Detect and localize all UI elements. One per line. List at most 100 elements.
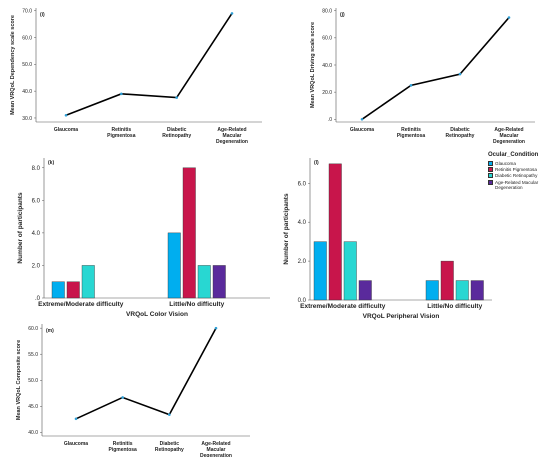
data-point [120, 92, 123, 96]
data-point [458, 72, 462, 76]
legend-swatch-amd [488, 179, 493, 185]
y-tick-label: 80.0 [322, 9, 332, 15]
y-tick-label: 40.0 [28, 430, 38, 436]
panel-label: (k) [48, 160, 54, 166]
x-tick-label: Diabetic [167, 127, 187, 133]
legend-swatch-diabetic-retinopathy [488, 173, 493, 179]
bar [455, 280, 469, 301]
y-axis-label: Number of participants [17, 192, 24, 264]
data-point [168, 413, 171, 416]
x-tick-label: Glaucoma [64, 441, 88, 447]
panel-label: (i) [40, 12, 45, 18]
x-tick-label: Pigmentosa [107, 133, 136, 139]
bar [51, 281, 65, 299]
data-point [214, 326, 218, 330]
x-tick-label: Macular [500, 133, 519, 139]
y-tick-label: 40.0 [322, 63, 332, 69]
series-line [65, 12, 233, 117]
y-tick-label: 0.0 [298, 298, 307, 304]
y-tick-label: 70.0 [22, 8, 32, 14]
y-tick-label: 8.0 [32, 166, 41, 172]
x-tick-label: Extreme/Moderate difficulty [38, 301, 124, 308]
y-tick-label: 20.0 [322, 90, 332, 96]
x-tick-label: Age-Related [494, 127, 523, 133]
series-line [75, 327, 217, 420]
panel-label: (j) [340, 12, 345, 18]
y-tick-label: 50.0 [28, 378, 38, 384]
data-point [74, 417, 78, 421]
x-axis-label: VRQoL Peripheral Vision [363, 313, 440, 320]
y-tick-label: 4.0 [298, 220, 307, 226]
x-tick-label: Retinopathy [162, 133, 191, 139]
bar [182, 167, 196, 299]
y-tick-label: 60.0 [322, 36, 332, 42]
legend-swatch-retinitis-pigmentosa [488, 167, 493, 173]
x-tick-label: Degeneration [216, 139, 248, 145]
bar [440, 260, 454, 301]
y-tick-label: 6.0 [32, 198, 41, 204]
x-tick-label: Age-Related [201, 441, 230, 447]
bar [343, 241, 357, 301]
data-point [64, 113, 68, 117]
x-tick-label: Diabetic [160, 441, 180, 447]
x-tick-label: Degeneration [200, 453, 232, 457]
x-tick-label: Little/No difficulty [169, 301, 224, 308]
x-tick-label: Retinitis [401, 127, 421, 133]
y-axis-label: Mean VRQoL Dependency scale score [10, 15, 16, 115]
bar [425, 280, 439, 301]
data-point [121, 396, 124, 399]
legend-label-diabetic-retinopathy: Diabetic Retinopathy [495, 173, 538, 179]
bar [167, 232, 181, 299]
legend-item-diabetic-retinopathy: Diabetic Retinopathy [488, 173, 550, 179]
bar [470, 280, 484, 301]
y-tick-label: 60.0 [28, 326, 38, 332]
chart-panel-m: (m) 40.0 45.0 50.0 55.0 60.0 Mean VRQoL Compos… [16, 324, 250, 457]
y-tick-label: 2.0 [32, 263, 41, 269]
y-tick-label: 30.0 [22, 116, 32, 122]
y-tick-label: 55.0 [28, 352, 38, 358]
data-point [230, 12, 234, 15]
bar [212, 265, 226, 299]
legend-label-amd: Age-Related Macular Degeneration [495, 179, 539, 191]
series-line [361, 16, 510, 120]
bar [81, 265, 95, 299]
chart-panel-k: (k) .0 2.0 4.0 6.0 8.0 Number of participants E… [17, 158, 270, 318]
y-tick-label: 50.0 [22, 62, 32, 68]
x-tick-label: Glaucoma [54, 127, 78, 133]
y-tick-label: .0 [35, 296, 41, 302]
y-tick-label: 2.0 [298, 259, 307, 265]
data-point [360, 117, 364, 121]
x-tick-label: Little/No difficulty [427, 303, 482, 310]
x-tick-label: Pigmentosa [108, 447, 137, 453]
y-axis-label: Mean VRQoL Composite score [16, 340, 22, 420]
bar [66, 281, 80, 299]
data-point [175, 96, 178, 99]
x-tick-label: Retinitis [111, 127, 131, 133]
bar [197, 265, 211, 299]
legend: Ocular_Condition Glaucoma Retinitis Pigm… [488, 152, 550, 191]
legend-item-glaucoma: Glaucoma [488, 160, 550, 166]
chart-panel-i: (i) 30.0 40.0 50.0 60.0 70.0 Mean VRQoL Depend… [10, 8, 262, 145]
data-point [409, 84, 413, 87]
x-tick-label: Retinitis [113, 441, 133, 447]
legend-item-amd: Age-Related Macular Degeneration [488, 179, 550, 191]
legend-label-retinitis-pigmentosa: Retinitis Pigmentosa [495, 167, 537, 173]
panel-label: (l) [314, 160, 319, 166]
x-tick-label: Macular [223, 133, 242, 139]
bar [358, 280, 372, 301]
legend-item-retinitis-pigmentosa: Retinitis Pigmentosa [488, 167, 550, 173]
x-tick-label: Retinopathy [446, 133, 475, 139]
y-tick-label: 6.0 [298, 181, 307, 187]
y-tick-label: 45.0 [28, 404, 38, 410]
y-tick-label: 4.0 [32, 231, 41, 237]
panel-label: (m) [46, 328, 54, 334]
data-point [507, 16, 511, 19]
x-tick-label: Degeneration [493, 139, 525, 145]
y-axis-label: Mean VRQoL Driving scale score [310, 22, 316, 108]
bar [328, 163, 342, 301]
legend-title: Ocular_Condition [488, 152, 539, 158]
y-tick-label: 40.0 [22, 89, 32, 95]
y-axis-label: Number of participants [283, 193, 290, 265]
x-tick-label: Extreme/Moderate difficulty [300, 303, 386, 310]
x-tick-label: Retinopathy [155, 447, 184, 453]
